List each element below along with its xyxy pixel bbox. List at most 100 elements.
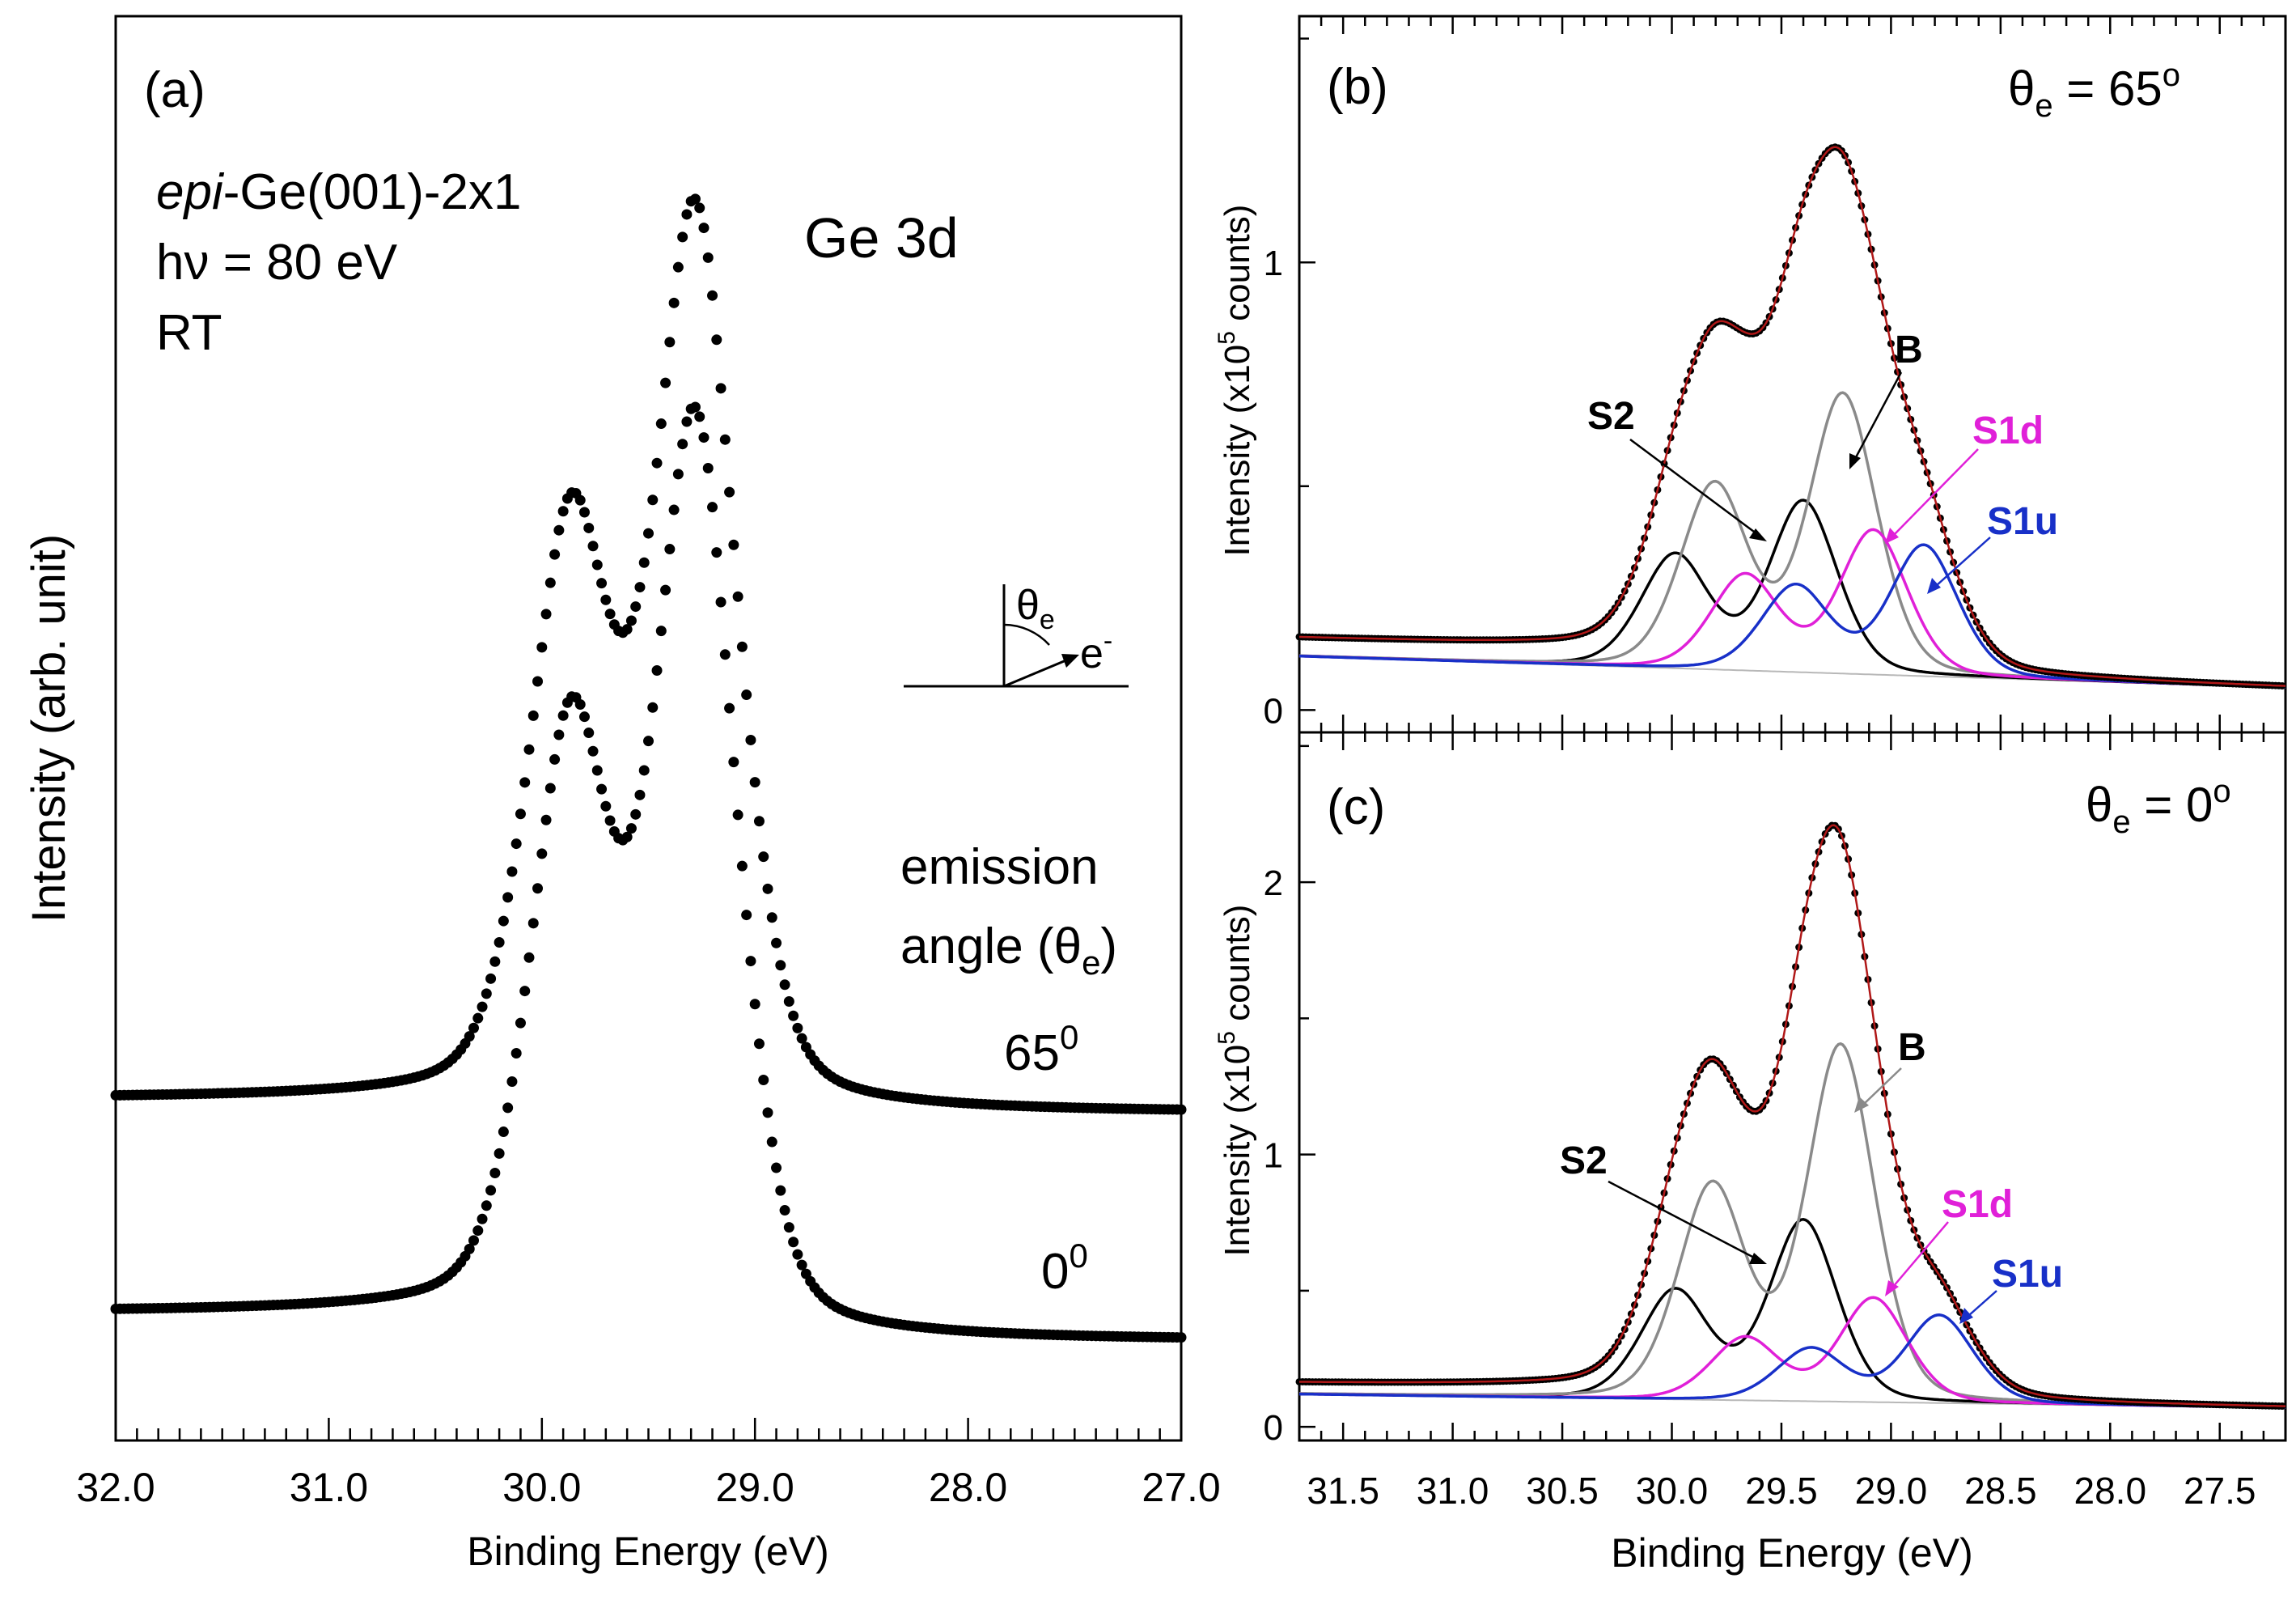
data-point	[464, 1031, 475, 1042]
data-point	[758, 851, 769, 863]
data-point	[745, 734, 756, 745]
data-point	[557, 710, 569, 721]
data-point	[672, 469, 684, 480]
data-point	[1176, 1332, 1187, 1343]
data-point	[728, 757, 739, 768]
data-point	[741, 689, 752, 701]
data-point	[519, 777, 531, 788]
data-point	[655, 418, 667, 430]
panel-a-temperature: RT	[156, 305, 222, 361]
data-point	[758, 1075, 769, 1086]
data-point	[732, 591, 743, 602]
data-point	[702, 252, 714, 263]
panel-b-y-tick-labels: 01	[1264, 244, 1283, 731]
panel-c-label: (c)	[1327, 779, 1385, 835]
y-tick-label: 2	[1264, 863, 1283, 903]
data-point	[707, 290, 718, 301]
data-point	[600, 594, 612, 605]
data-point	[643, 528, 654, 539]
x-tick-label: 32.0	[76, 1465, 155, 1510]
peak-label-S1u: S1u	[1987, 500, 2058, 543]
data-point	[732, 809, 743, 821]
data-point	[527, 710, 539, 721]
panel-a-x-tick-labels: 32.0 31.0 30.0 29.0 28.0 27.0	[76, 1465, 1220, 1510]
pointer-S2	[1608, 1180, 1756, 1260]
panel-a-data	[110, 193, 1187, 1343]
data-point	[651, 457, 663, 469]
data-point	[468, 1022, 480, 1033]
y-tick-label: 1	[1264, 244, 1283, 283]
data-point	[643, 736, 654, 747]
x-tick-label: 31.0	[290, 1465, 368, 1510]
y-tick-label: 1	[1264, 1136, 1283, 1176]
data-point	[702, 463, 714, 474]
panel-c-y-tick-labels: 0 1 2	[1264, 863, 1283, 1448]
data-point	[510, 838, 522, 850]
arrow-head-icon	[1959, 1308, 1973, 1324]
data-point	[771, 937, 782, 948]
data-point	[532, 676, 544, 687]
data-point	[792, 1249, 803, 1260]
panel-c: 0 1 2 31.5 31.0 30.5 30.0 29.5 29.0 28.5 28.0 27.5…	[1214, 731, 2287, 1576]
data-point	[664, 544, 676, 555]
panel-a: 32.0 31.0 30.0 29.0 28.0 27.0 (a) epi-Ge(001)…	[23, 15, 1221, 1574]
data-point	[468, 1235, 480, 1246]
data-point	[494, 1148, 505, 1159]
data-point	[519, 986, 531, 997]
panel-a-sample: epi-Ge(001)-2x1	[156, 164, 521, 220]
data-point	[596, 578, 608, 589]
peak-label-B: B	[1895, 329, 1923, 371]
data-point	[472, 1225, 484, 1237]
data-point	[668, 297, 680, 308]
data-point	[779, 1205, 790, 1216]
data-point	[485, 1185, 497, 1196]
panel-a-y-label: Intensity (arb. unit)	[23, 534, 75, 923]
data-point	[489, 956, 501, 967]
inset-electron-arrow	[1003, 658, 1069, 688]
data-point	[715, 383, 727, 394]
data-point	[536, 642, 548, 653]
data-point	[638, 557, 650, 568]
data-point	[762, 1107, 773, 1118]
panel-a-photon-energy: hν = 80 eV	[156, 235, 398, 291]
arrow-head-icon	[1854, 1097, 1869, 1113]
data-point	[724, 486, 735, 498]
data-point	[762, 883, 773, 894]
data-point	[698, 432, 710, 443]
data-point	[477, 1001, 488, 1012]
emission-geometry-inset: θe e-	[904, 582, 1129, 688]
inset-angle-arc	[1003, 623, 1050, 646]
data-point	[596, 783, 608, 795]
y-tick-label: 0	[1264, 1408, 1283, 1448]
data-point	[728, 539, 739, 550]
data-point	[502, 1102, 514, 1114]
panel-b-y-label: Intensity (x105 counts)	[1214, 205, 1257, 557]
legend-title-line2: angle (θe)	[900, 919, 1117, 982]
data-point	[625, 615, 637, 626]
data-point	[549, 753, 561, 765]
x-tick-label: 31.5	[1307, 1470, 1379, 1512]
data-point	[681, 209, 693, 220]
peak-label-S1d: S1d	[1972, 409, 2044, 452]
data-point	[775, 1185, 786, 1196]
data-point	[664, 337, 676, 348]
data-point	[481, 988, 492, 999]
data-point	[494, 937, 505, 948]
fit-envelope	[1298, 146, 2286, 687]
data-point	[587, 541, 599, 552]
data-point	[779, 979, 790, 991]
data-point	[464, 1243, 475, 1254]
data-point	[527, 918, 539, 929]
data-point	[630, 601, 642, 613]
component-S1d	[1299, 1296, 2285, 1410]
data-point	[544, 577, 556, 588]
series-65-points	[110, 193, 1187, 1115]
data-point	[741, 910, 752, 921]
data-point	[630, 808, 642, 820]
arrow-head-icon	[1885, 528, 1899, 544]
panel-b: 01 (b) θe = 65o Intensity (x105 counts) …	[1214, 15, 2287, 734]
arrow-head-icon	[1849, 453, 1861, 469]
data-point	[638, 765, 650, 776]
data-point	[655, 626, 667, 637]
